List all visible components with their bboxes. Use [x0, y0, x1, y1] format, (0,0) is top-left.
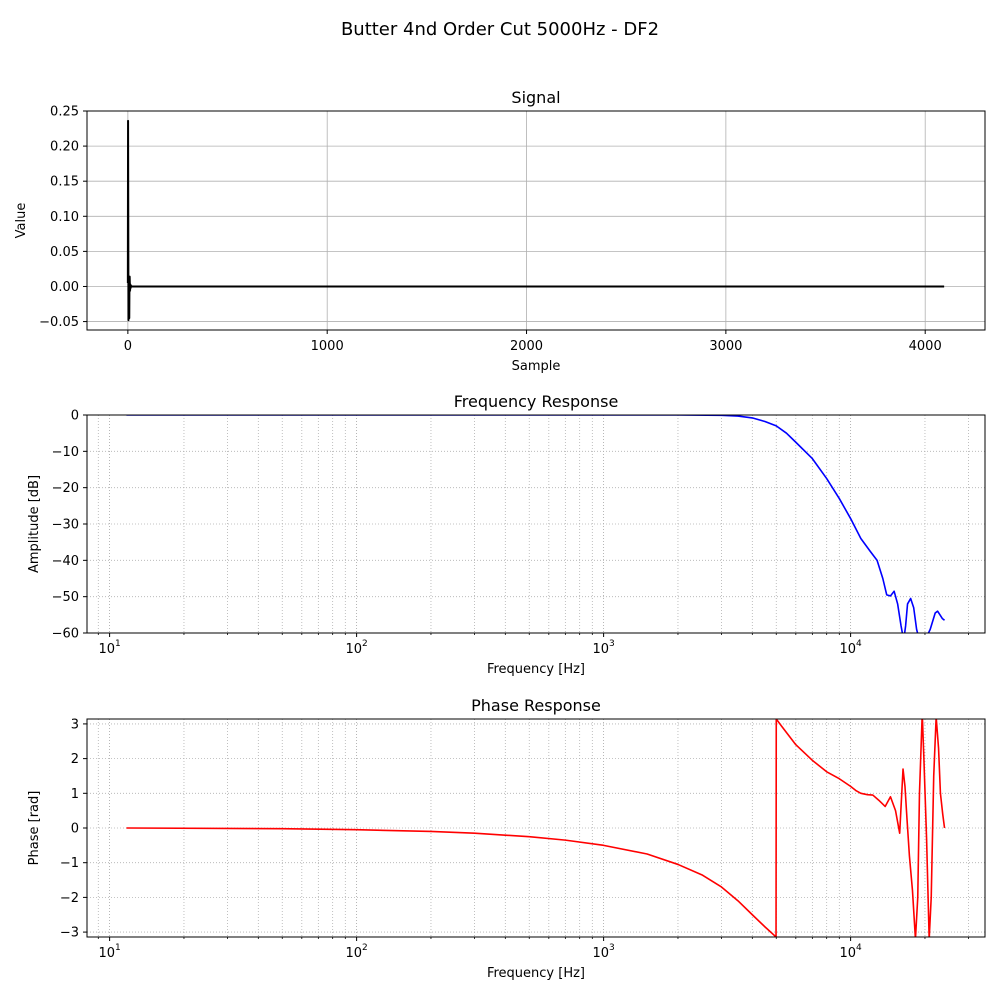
phase-response-x-tick-label: 104 [839, 943, 862, 961]
phase-response-y-tick-label: −2 [60, 891, 79, 906]
signal-y-tick-label: 0.20 [50, 140, 79, 155]
frequency-response-x-tick-exponent: 2 [362, 639, 368, 649]
signal-y-tick-label: 0.15 [50, 175, 79, 190]
signal-x-axis-label: Sample [512, 359, 561, 374]
frequency-response-title: Frequency Response [454, 392, 619, 411]
frequency-response-x-tick-exponent: 1 [115, 639, 121, 649]
signal-y-tick-label: 0.10 [50, 210, 79, 225]
signal-y-tick-label: −0.05 [39, 315, 79, 330]
frequency-response-series-line [126, 415, 946, 633]
signal-y-axis-label: Value [14, 203, 29, 239]
phase-response-y-tick-label: −3 [60, 926, 79, 941]
frequency-response-x-tick-label: 103 [592, 639, 614, 657]
signal-x-tick-label: 2000 [510, 339, 543, 354]
phase-response-x-tick-label: 102 [345, 943, 367, 961]
frequency-response-x-tick-exponent: 4 [856, 639, 862, 649]
frequency-response-y-tick-label: −20 [52, 481, 79, 496]
signal-y-tick-label: 0.25 [50, 105, 79, 120]
phase-response-x-tick-label: 103 [592, 943, 614, 961]
signal-x-tick-label: 4000 [909, 339, 942, 354]
phase-response-x-tick-label: 101 [98, 943, 120, 961]
phase-response-series-line [126, 719, 946, 937]
frequency-response-plot: 101 102 103 104 −60 −50 −40 −30 −20 −10 0 Frequency… [27, 392, 986, 677]
frequency-response-y-tick-label: −10 [52, 445, 79, 460]
frequency-response-x-tick-exponent: 3 [609, 639, 615, 649]
signal-x-tick-label: 1000 [311, 339, 344, 354]
signal-x-tick-label: 0 [124, 339, 132, 354]
frequency-response-x-axis-label: Frequency [Hz] [487, 662, 585, 677]
signal-plot: 0 1000 2000 3000 4000 −0.05 0.00 0.05 0.10 0.15 0.… [14, 88, 986, 374]
frequency-response-y-tick-label: −40 [52, 554, 79, 569]
phase-response-y-axis-label: Phase [rad] [27, 791, 42, 866]
phase-response-title: Phase Response [471, 696, 601, 715]
frequency-response-x-tick-label: 102 [345, 639, 367, 657]
signal-y-tick-label: 0.00 [50, 280, 79, 295]
phase-response-y-tick-label: −1 [60, 856, 79, 871]
signal-grid [87, 110, 985, 330]
frequency-response-y-axis-label: Amplitude [dB] [27, 475, 42, 573]
signal-y-tick-label: 0.05 [50, 245, 79, 260]
phase-response-y-tick-label: 2 [71, 752, 79, 767]
phase-response-x-tick-exponent: 4 [856, 943, 862, 953]
phase-response-x-tick-exponent: 3 [609, 943, 615, 953]
phase-response-plot: 101 102 103 104 −3 −2 −1 0 1 2 3 Phase Response Freq… [27, 696, 986, 981]
frequency-response-x-tick-label: 101 [98, 639, 120, 657]
frequency-response-y-tick-label: 0 [71, 409, 79, 424]
frequency-response-y-tick-label: −30 [52, 518, 79, 533]
figure-title: Butter 4nd Order Cut 5000Hz - DF2 [341, 19, 659, 40]
phase-response-x-tick-exponent: 1 [115, 943, 121, 953]
signal-series-line [126, 119, 945, 322]
frequency-response-y-tick-label: −60 [52, 627, 79, 642]
frequency-response-grid [87, 414, 985, 634]
frequency-response-y-tick-label: −50 [52, 590, 79, 605]
signal-title: Signal [511, 88, 560, 107]
signal-x-tick-label: 3000 [709, 339, 742, 354]
phase-response-y-tick-label: 0 [71, 822, 79, 837]
signal-axes-frame [86, 110, 986, 331]
frequency-response-x-tick-label: 104 [839, 639, 862, 657]
phase-response-y-tick-label: 3 [71, 717, 79, 732]
phase-response-x-tick-exponent: 2 [362, 943, 368, 953]
phase-response-y-tick-label: 1 [71, 787, 79, 802]
phase-response-x-axis-label: Frequency [Hz] [487, 966, 585, 981]
